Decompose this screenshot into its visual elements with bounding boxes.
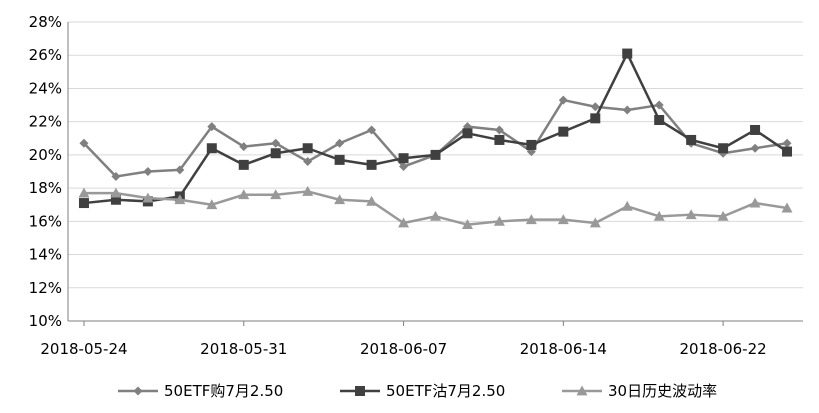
series-2 [78, 48, 793, 209]
data-point [111, 171, 121, 181]
data-point [781, 202, 793, 213]
data-point [355, 386, 365, 396]
data-point [430, 149, 441, 160]
data-point [398, 217, 410, 228]
y-tick-label: 22% [29, 113, 62, 131]
data-point [686, 134, 697, 145]
data-point [334, 154, 345, 165]
x-tick-label: 2018-05-31 [200, 340, 287, 358]
data-point [303, 157, 313, 167]
y-tick-label: 24% [29, 79, 62, 97]
data-point [206, 143, 217, 154]
series-line [83, 98, 788, 178]
data-point [174, 194, 186, 205]
data-point [366, 159, 377, 170]
data-point [782, 138, 792, 148]
data-point [270, 148, 281, 159]
data-point [590, 113, 601, 124]
series-3 [78, 185, 793, 230]
y-tick-label: 16% [29, 212, 62, 230]
data-point [525, 214, 537, 225]
data-point [399, 162, 409, 172]
data-point [430, 210, 441, 221]
data-point [78, 198, 89, 209]
data-point [239, 142, 249, 152]
data-point [175, 165, 185, 175]
data-point [494, 125, 504, 135]
x-axis: 2018-05-24 2018-05-31 2018-06-07 2018-06-14… [40, 321, 767, 358]
y-tick-label: 20% [29, 146, 62, 164]
data-point [621, 200, 633, 211]
y-tick-label: 14% [29, 246, 62, 264]
data-point [366, 195, 378, 206]
data-point [622, 105, 632, 115]
series-line [83, 52, 788, 205]
series-1 [79, 95, 792, 181]
data-point [654, 115, 665, 126]
data-point [717, 210, 729, 221]
y-tick-label: 26% [29, 46, 62, 64]
data-point [302, 185, 314, 196]
data-point [493, 215, 505, 226]
data-point [782, 146, 793, 157]
data-point [78, 187, 90, 198]
y-tick-label: 28% [29, 13, 62, 31]
data-point [654, 100, 664, 110]
data-point [142, 192, 154, 203]
data-point [206, 199, 218, 210]
data-point [271, 138, 281, 148]
data-point [653, 210, 665, 221]
data-point [750, 143, 760, 153]
legend-label: 50ETF购7月2.50 [164, 382, 283, 400]
data-point [749, 197, 761, 208]
legend-label: 50ETF沽7月2.50 [386, 382, 505, 400]
data-point [462, 128, 473, 139]
data-point [685, 209, 697, 220]
x-tick-label: 2018-06-22 [680, 340, 767, 358]
data-point [494, 134, 505, 145]
x-tick-label: 2018-06-07 [360, 340, 447, 358]
data-point [622, 48, 633, 59]
data-point [110, 194, 121, 205]
data-point [238, 159, 249, 170]
data-point [576, 385, 588, 396]
data-point [302, 143, 313, 154]
y-tick-label: 18% [29, 179, 62, 197]
data-point [79, 138, 89, 148]
legend: 50ETF购7月2.50 50ETF沽7月2.50 30日历史波动率 [118, 382, 717, 400]
data-point [558, 126, 569, 137]
legend-item: 30日历史波动率 [562, 382, 717, 400]
data-point [270, 189, 282, 200]
legend-item: 50ETF购7月2.50 [118, 382, 283, 400]
data-point [143, 167, 153, 176]
y-tick-label: 12% [29, 279, 62, 297]
data-point [750, 124, 761, 135]
data-point [133, 386, 143, 396]
data-point [238, 189, 250, 200]
y-tick-label: 10% [29, 312, 62, 330]
data-point [334, 194, 346, 205]
data-point [110, 187, 122, 198]
data-point [367, 125, 377, 135]
data-point [557, 214, 569, 225]
x-tick-label: 2018-05-24 [40, 340, 127, 358]
data-point [461, 219, 473, 230]
data-point [207, 122, 217, 132]
legend-label: 30日历史波动率 [608, 382, 717, 400]
data-point [558, 95, 568, 105]
data-point [589, 217, 601, 228]
data-point [398, 153, 409, 164]
x-tick-label: 2018-06-14 [520, 340, 607, 358]
data-point [590, 102, 600, 112]
legend-item: 50ETF沽7月2.50 [340, 382, 505, 400]
data-point [526, 139, 537, 150]
data-point [718, 143, 729, 154]
data-point [335, 138, 345, 148]
y-axis: 10% 12% 14% 16% 18% 20% 22% 24% 26% 28% [29, 13, 62, 330]
